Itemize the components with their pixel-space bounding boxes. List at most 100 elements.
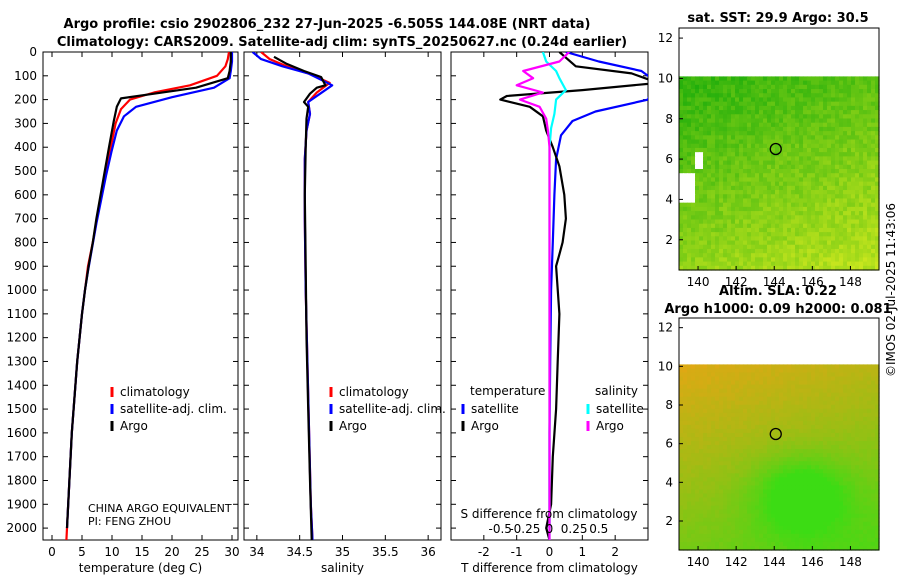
heatmap-cell: [807, 396, 812, 402]
heatmap-cell: [859, 376, 864, 382]
heatmap-cell: [819, 533, 824, 539]
heatmap-cell: [755, 156, 760, 162]
heatmap-cell: [755, 445, 760, 450]
heatmap-cell: [771, 206, 776, 212]
heatmap-cell: [727, 384, 732, 390]
heatmap-cell: [687, 101, 692, 107]
heatmap-cell: [831, 114, 836, 120]
heatmap-cell: [843, 412, 848, 418]
heatmap-cell: [787, 76, 792, 82]
heatmap-cell: [795, 261, 800, 267]
heatmap-cell: [735, 261, 740, 267]
heatmap-cell: [719, 529, 724, 535]
heatmap-cell: [779, 380, 784, 386]
heatmap-cell: [699, 223, 704, 229]
x-tick-label: 10: [104, 545, 119, 559]
heatmap-cell: [755, 368, 760, 374]
heatmap-cell: [771, 135, 776, 141]
heatmap-cell: [743, 412, 748, 418]
heatmap-cell: [783, 509, 788, 515]
heatmap-cell: [759, 408, 764, 414]
heatmap-cell: [863, 164, 868, 170]
heatmap-cell: [735, 545, 740, 551]
heatmap-cell: [859, 135, 864, 141]
heatmap-cell: [859, 198, 864, 204]
heatmap-cell: [839, 384, 844, 390]
heatmap-cell: [835, 477, 840, 482]
heatmap-cell: [747, 122, 752, 128]
heatmap-cell: [823, 445, 828, 450]
heatmap-cell: [799, 509, 804, 515]
heatmap-cell: [779, 412, 784, 418]
heatmap-cell: [867, 131, 872, 136]
heatmap-cell: [807, 473, 812, 478]
heatmap-cell: [783, 147, 788, 153]
heatmap-cell: [751, 240, 756, 246]
heatmap-cell: [767, 457, 772, 462]
heatmap-cell: [855, 181, 860, 187]
heatmap-cell: [767, 432, 772, 438]
heatmap-cell: [683, 206, 688, 212]
heatmap-cell: [847, 545, 852, 551]
heatmap-cell: [719, 114, 724, 120]
heatmap-cell: [715, 211, 720, 216]
heatmap-cell: [763, 428, 768, 434]
heatmap-cell: [791, 481, 796, 487]
heatmap-cell: [867, 368, 872, 374]
heatmap-cell: [695, 236, 700, 242]
heatmap-cell: [739, 131, 744, 136]
heatmap-cell: [791, 122, 796, 128]
heatmap-cell: [803, 240, 808, 246]
heatmap-cell: [775, 223, 780, 229]
heatmap-cell: [787, 465, 792, 470]
heatmap-cell: [743, 493, 748, 499]
heatmap-cell: [859, 372, 864, 378]
heatmap-cell: [819, 118, 824, 124]
heatmap-cell: [871, 384, 876, 390]
heatmap-cell: [847, 408, 852, 414]
heatmap-cell: [803, 505, 808, 511]
heatmap-cell: [835, 384, 840, 390]
heatmap-cell: [815, 89, 820, 94]
heatmap-cell: [755, 396, 760, 402]
heatmap-cell: [791, 525, 796, 531]
heatmap-cell: [871, 489, 876, 495]
heatmap-cell: [843, 376, 848, 382]
heatmap-cell: [719, 416, 724, 422]
heatmap-cell: [751, 485, 756, 491]
heatmap-cell: [855, 118, 860, 124]
heatmap-cell: [743, 517, 748, 523]
heatmap-cell: [863, 219, 868, 225]
heatmap-cell: [723, 493, 728, 499]
heatmap-cell: [679, 110, 684, 115]
heatmap-cell: [803, 408, 808, 414]
heatmap-cell: [775, 261, 780, 267]
heatmap-cell: [715, 84, 720, 90]
heatmap-cell: [771, 139, 776, 145]
heatmap-cell: [727, 380, 732, 386]
heatmap-cell: [691, 93, 696, 99]
heatmap-cell: [719, 473, 724, 478]
y-tick-label: 1700: [6, 450, 37, 464]
heatmap-cell: [815, 465, 820, 470]
heatmap-cell: [859, 122, 864, 128]
heatmap-cell: [831, 384, 836, 390]
heatmap-cell: [735, 437, 740, 442]
heatmap-cell: [851, 261, 856, 267]
heatmap-cell: [791, 392, 796, 398]
map-x-tick-label: 142: [725, 275, 748, 289]
heatmap-cell: [735, 529, 740, 535]
heatmap-cell: [831, 368, 836, 374]
heatmap-cell: [843, 93, 848, 99]
heatmap-cell: [711, 493, 716, 499]
heatmap-cell: [683, 232, 688, 237]
heatmap-cell: [863, 437, 868, 442]
series-line-t-argo: [499, 52, 648, 540]
heatmap-cell: [863, 89, 868, 94]
heatmap-cell: [795, 388, 800, 394]
heatmap-cell: [827, 441, 832, 446]
axes-box: [243, 51, 442, 541]
heatmap-cell: [779, 80, 784, 86]
heatmap-cell: [867, 97, 872, 103]
heatmap-cell: [767, 505, 772, 511]
